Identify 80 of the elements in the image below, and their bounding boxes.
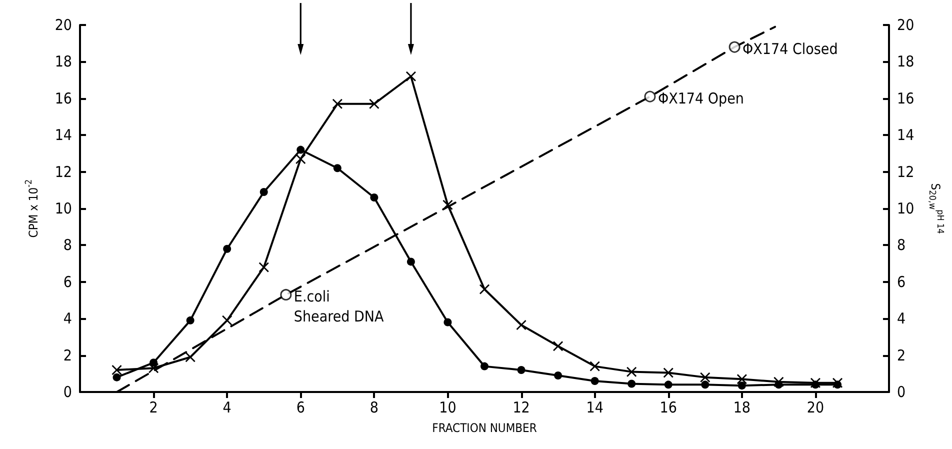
y-tick-label: 6 xyxy=(63,272,72,291)
annotation: E.coli Sheared DNA xyxy=(294,288,384,326)
point xyxy=(626,366,637,377)
point xyxy=(516,320,526,330)
point xyxy=(222,315,232,326)
point xyxy=(369,98,380,109)
point xyxy=(442,200,453,210)
y2-tick-label: 10 xyxy=(897,200,914,218)
y2-axis-title: S20,wpH 14 xyxy=(926,183,944,234)
point xyxy=(701,380,710,389)
point xyxy=(333,164,342,172)
point xyxy=(663,368,674,378)
point xyxy=(112,373,121,382)
y-tick-label: 16 xyxy=(54,89,72,108)
x-axis-title: FRACTION NUMBER xyxy=(432,421,538,435)
y-tick-label: 4 xyxy=(63,310,72,328)
point xyxy=(590,361,600,372)
point xyxy=(260,188,268,196)
point xyxy=(736,374,747,384)
annotation: ΦX174 Open xyxy=(658,90,744,108)
y-axis-title: CPM x 10-2 xyxy=(24,179,40,238)
point xyxy=(700,372,710,382)
point xyxy=(406,71,416,82)
point xyxy=(150,358,158,367)
y2-tick-label: 0 xyxy=(897,383,906,401)
point xyxy=(406,258,415,266)
x-tick-label: 14 xyxy=(586,398,604,416)
x-tick-label: 20 xyxy=(806,398,824,416)
y-tick-label: 8 xyxy=(63,236,72,254)
x-tick-label: 10 xyxy=(439,398,456,416)
x-tick-label: 8 xyxy=(370,398,378,416)
y2-tick-label: 12 xyxy=(897,162,914,181)
point xyxy=(370,193,378,202)
x-tick-label: 18 xyxy=(733,398,750,416)
point xyxy=(810,378,820,388)
point xyxy=(332,98,342,109)
point xyxy=(738,382,746,390)
point xyxy=(554,371,562,380)
point xyxy=(774,376,784,387)
y-tick-label: 2 xyxy=(63,346,72,364)
y-tick-label: 0 xyxy=(63,383,72,401)
x-tick-label: 12 xyxy=(512,398,530,416)
x-tick-label: 2 xyxy=(149,398,158,416)
point xyxy=(628,380,636,388)
y-tick-label: 12 xyxy=(54,162,72,181)
y2-tick-label: 16 xyxy=(897,89,914,108)
y2-tick-label: 2 xyxy=(897,346,906,364)
point xyxy=(185,352,196,362)
y2-tick-label: 4 xyxy=(897,310,906,328)
point xyxy=(832,378,843,388)
y-tick-label: 20 xyxy=(54,16,72,34)
point xyxy=(480,362,488,370)
point xyxy=(296,146,305,154)
point xyxy=(223,244,232,253)
annotation: ΦX174 Closed xyxy=(742,40,838,58)
y-tick-label: 18 xyxy=(54,52,72,71)
point xyxy=(590,376,599,385)
point xyxy=(517,366,526,374)
point xyxy=(664,380,672,389)
point xyxy=(553,341,564,352)
y-tick-label: 14 xyxy=(54,126,72,144)
point xyxy=(296,154,306,164)
y-tick-label: 10 xyxy=(54,200,72,218)
point xyxy=(644,90,656,102)
y2-tick-label: 6 xyxy=(897,272,906,291)
point xyxy=(280,288,292,300)
y2-tick-label: 8 xyxy=(897,236,906,254)
point xyxy=(444,318,452,326)
point xyxy=(148,363,159,374)
x-tick-label: 6 xyxy=(296,398,305,416)
point xyxy=(186,316,194,324)
point xyxy=(480,284,490,294)
y2-tick-label: 18 xyxy=(897,52,914,71)
y2-tick-label: 14 xyxy=(897,126,914,144)
point xyxy=(258,262,269,272)
point xyxy=(112,364,122,375)
point xyxy=(728,41,740,53)
x-tick-label: 16 xyxy=(660,398,677,416)
y2-tick-label: 20 xyxy=(897,16,914,34)
x-tick-label: 4 xyxy=(222,398,232,416)
